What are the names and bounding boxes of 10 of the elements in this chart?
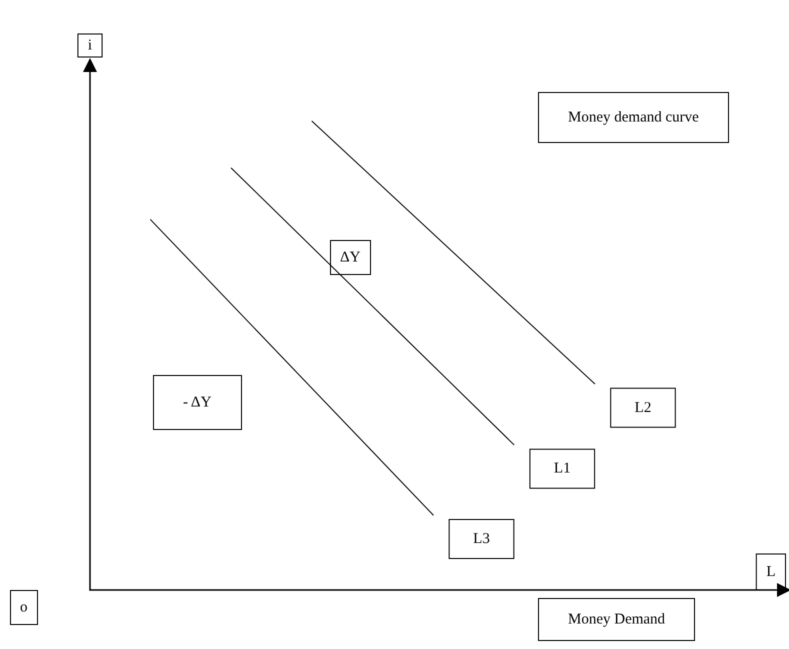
text: L3 — [473, 531, 490, 547]
chart-title: Money demand curve — [568, 110, 700, 126]
annotation: ΔY — [340, 250, 361, 266]
x-axis-title: L — [766, 564, 776, 580]
text: Money Demand — [568, 612, 666, 628]
text: o — [20, 600, 28, 616]
text: L2 — [634, 400, 652, 416]
text: L1 — [554, 460, 571, 477]
annotation: - ΔY — [183, 394, 212, 410]
y-axis-title: i — [88, 38, 92, 54]
